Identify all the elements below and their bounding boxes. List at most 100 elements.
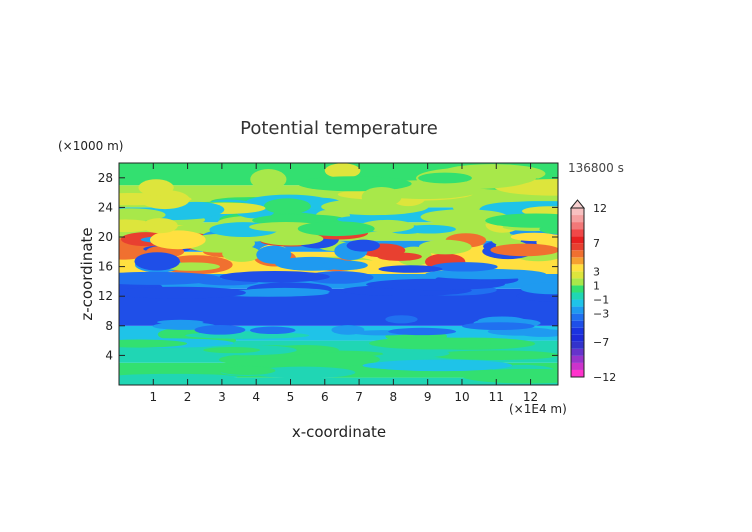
colorbar-segment xyxy=(571,355,584,363)
x-tick-label: 3 xyxy=(218,390,226,404)
colorbar-segment xyxy=(571,299,584,307)
x-tick-label: 11 xyxy=(489,390,504,404)
colorbar-label: 7 xyxy=(593,237,600,250)
colorbar-segment xyxy=(571,292,584,300)
contour-cell xyxy=(361,186,402,207)
contour-cell xyxy=(362,360,513,371)
contour-cell xyxy=(119,286,246,299)
contour-cell xyxy=(119,339,188,348)
x-tick-label: 8 xyxy=(390,390,398,404)
contour-cell xyxy=(431,262,498,272)
y-unit-label: (×1000 m) xyxy=(58,139,123,153)
x-tick-label: 10 xyxy=(454,390,469,404)
colorbar-segment xyxy=(571,222,584,230)
colorbar-label: −7 xyxy=(593,336,609,349)
y-tick-label: 4 xyxy=(105,348,113,362)
y-tick-label: 20 xyxy=(98,230,113,244)
x-tick-label: 2 xyxy=(184,390,192,404)
contour-cell xyxy=(461,368,558,384)
contour-cell xyxy=(510,232,558,242)
x-tick-label: 9 xyxy=(424,390,432,404)
contour-cell xyxy=(520,282,558,295)
contour-cell xyxy=(366,278,505,291)
contour-cell xyxy=(517,329,558,337)
contour-cell xyxy=(119,219,155,233)
colorbar-segment xyxy=(571,306,584,314)
contour-cell xyxy=(250,169,287,190)
colorbar-label: 1 xyxy=(593,279,600,292)
y-axis-label: z-coordinate xyxy=(78,227,96,320)
colorbar-label: −3 xyxy=(593,308,609,321)
contour-cell xyxy=(462,322,535,331)
contour-cell xyxy=(346,239,380,252)
x-axis-label: x-coordinate xyxy=(292,423,386,441)
contour-cell xyxy=(263,198,311,215)
colorbar-segment xyxy=(571,236,584,244)
plot-frame xyxy=(118,162,559,386)
x-axis: 1 2 3 4 5 6 7 8 9 10 11 12 xyxy=(149,163,538,404)
x-tick-label: 4 xyxy=(252,390,260,404)
colorbar-segment xyxy=(571,215,584,223)
contour-cell xyxy=(496,168,538,184)
colorbar-segment xyxy=(571,327,584,335)
x-tick-label: 7 xyxy=(355,390,363,404)
colorbar-segment xyxy=(571,257,584,265)
contour-cell xyxy=(490,243,558,257)
colorbar-segment xyxy=(571,313,584,321)
y-axis: 4 8 12 16 20 24 28 xyxy=(98,171,558,362)
colorbar-segment xyxy=(571,362,584,370)
colorbar-segment xyxy=(571,271,584,279)
colorbar-label: 12 xyxy=(593,202,607,215)
colorbar-segment xyxy=(571,334,584,342)
contour-cell xyxy=(369,337,492,350)
time-label: 136800 s xyxy=(568,161,624,175)
colorbar-segment xyxy=(571,285,584,293)
y-tick-label: 16 xyxy=(98,260,113,274)
contour-cell xyxy=(378,265,443,273)
colorbar-label: −12 xyxy=(593,371,616,384)
contour-cell xyxy=(157,319,204,325)
contour-field xyxy=(119,163,558,385)
contour-cell xyxy=(418,239,472,255)
contour-cell xyxy=(382,349,450,358)
colorbar-label: −1 xyxy=(593,294,609,307)
y-tick-label: 12 xyxy=(98,289,113,303)
contour-cell xyxy=(194,325,246,335)
colorbar-segment xyxy=(571,348,584,356)
contour-cell xyxy=(203,347,261,354)
contour-cell xyxy=(149,230,206,250)
contour-cell xyxy=(134,252,181,271)
contour-cell xyxy=(219,270,330,283)
contour-cell xyxy=(430,350,558,360)
colorbar-segment xyxy=(571,208,584,216)
colorbar: 12 7 31 −1−3 −7 −12 xyxy=(569,199,616,384)
contour-cell xyxy=(250,366,356,379)
contour-cell xyxy=(385,315,418,324)
colorbar-segment xyxy=(571,264,584,272)
contour-cell xyxy=(218,366,276,375)
contour-cell xyxy=(249,326,296,335)
x-tick-label: 6 xyxy=(321,390,329,404)
colorbar-arrow xyxy=(569,199,586,209)
colorbar-segment xyxy=(571,341,584,349)
contour-cell xyxy=(298,176,412,192)
contour-band xyxy=(119,377,558,385)
contour-cell xyxy=(274,230,311,242)
colorbar-segment xyxy=(571,243,584,251)
y-tick-label: 28 xyxy=(98,171,113,185)
chart-title: Potential temperature xyxy=(240,118,438,139)
contour-cell xyxy=(119,271,222,285)
contour-cell xyxy=(138,179,174,196)
colorbar-frame xyxy=(570,207,585,378)
colorbar-segment xyxy=(571,250,584,258)
contour-cell xyxy=(388,327,457,336)
contour-cell xyxy=(119,208,166,222)
contour-cell xyxy=(297,221,375,237)
contour-cell xyxy=(321,260,368,271)
contour-cell xyxy=(119,373,238,380)
x-tick-label: 12 xyxy=(523,390,538,404)
contour-cell xyxy=(142,218,178,234)
colorbar-label: 3 xyxy=(593,265,600,278)
contour-cell xyxy=(418,172,472,184)
